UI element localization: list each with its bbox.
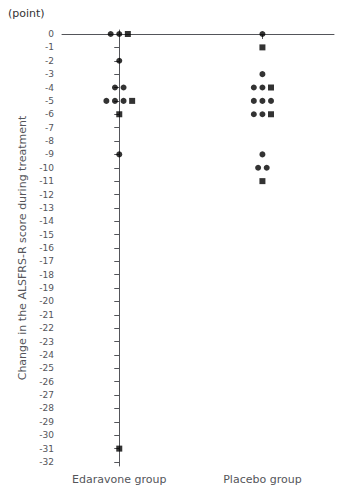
svg-text:-12: -12 <box>39 190 54 200</box>
svg-text:-29: -29 <box>39 417 54 427</box>
svg-text:-8: -8 <box>45 136 54 146</box>
svg-text:-30: -30 <box>39 430 54 440</box>
svg-text:Placebo group: Placebo group <box>223 473 301 486</box>
svg-text:-26: -26 <box>39 377 54 387</box>
svg-text:-28: -28 <box>39 403 54 413</box>
svg-text:-11: -11 <box>39 176 54 186</box>
svg-text:Edaravone group: Edaravone group <box>72 473 166 486</box>
svg-text:-18: -18 <box>39 270 54 280</box>
svg-text:-10: -10 <box>39 163 54 173</box>
svg-text:-32: -32 <box>39 457 54 467</box>
svg-text:-13: -13 <box>39 203 54 213</box>
svg-text:-19: -19 <box>39 283 54 293</box>
svg-text:-6: -6 <box>45 109 54 119</box>
svg-text:-25: -25 <box>39 363 54 373</box>
svg-text:-9: -9 <box>45 149 54 159</box>
svg-text:-31: -31 <box>39 444 54 454</box>
svg-text:-21: -21 <box>39 310 54 320</box>
svg-text:-24: -24 <box>39 350 54 360</box>
svg-text:-4: -4 <box>45 83 54 93</box>
svg-text:-16: -16 <box>39 243 54 253</box>
svg-text:0: 0 <box>48 29 54 39</box>
svg-text:-1: -1 <box>45 42 54 52</box>
svg-text:-27: -27 <box>39 390 54 400</box>
svg-text:Change in the ALSFRS-R score d: Change in the ALSFRS-R score during trea… <box>16 115 29 380</box>
svg-text:-15: -15 <box>39 230 54 240</box>
svg-text:-2: -2 <box>45 56 54 66</box>
svg-text:-22: -22 <box>39 323 54 333</box>
svg-text:-7: -7 <box>45 123 54 133</box>
svg-text:-14: -14 <box>39 216 54 226</box>
svg-text:(point): (point) <box>8 7 45 20</box>
svg-text:-20: -20 <box>39 296 54 306</box>
svg-text:-17: -17 <box>39 256 54 266</box>
svg-text:-3: -3 <box>45 69 54 79</box>
svg-text:-23: -23 <box>39 337 54 347</box>
svg-text:-5: -5 <box>45 96 54 106</box>
